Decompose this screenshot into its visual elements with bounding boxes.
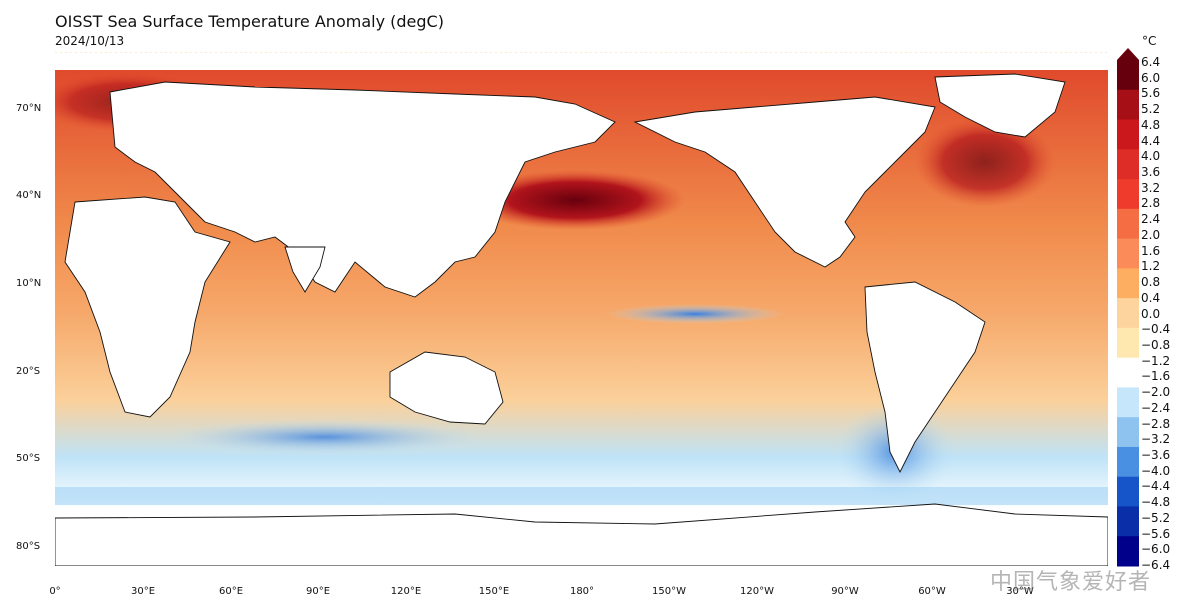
colorbar-tick-label: 2.8: [1141, 196, 1161, 211]
colorbar-tick-label: 3.6: [1141, 165, 1161, 180]
lon-label: 60°W: [918, 586, 946, 597]
colorbar-tick-label: −3.2: [1141, 432, 1171, 447]
colorbar-tick-label: −4.4: [1141, 479, 1171, 494]
lat-label: 50°S: [16, 453, 41, 464]
colorbar-segment: [1117, 357, 1139, 388]
colorbar-tick-label: 6.4: [1141, 55, 1161, 69]
colorbar-unit: °C: [1142, 34, 1157, 48]
colorbar-segment: [1117, 60, 1139, 91]
colorbar-tick-label: −2.4: [1141, 400, 1171, 415]
colorbar-tick-label: −0.8: [1141, 337, 1171, 352]
colorbar-tick-label: 4.0: [1141, 149, 1161, 164]
lon-label: 120°W: [740, 586, 774, 597]
colorbar-tick-label: 5.2: [1141, 102, 1161, 117]
colorbar-segment: [1117, 476, 1139, 507]
colorbar-extend-arrow: [1117, 48, 1139, 60]
landmasses: [55, 73, 1108, 566]
watermark: 中国气象爱好者: [990, 570, 1152, 595]
lon-label: 60°E: [218, 586, 244, 597]
colorbar-tick-label: 0.0: [1141, 306, 1161, 321]
lon-label: 30°W: [1006, 586, 1034, 597]
colorbar-tick-label: 4.8: [1141, 117, 1161, 132]
colorbar-segment: [1117, 89, 1139, 121]
colorbar-segment: [1117, 268, 1139, 299]
colorbar-tick-label: −2.8: [1141, 416, 1171, 431]
lon-label: 180°: [569, 586, 595, 597]
colorbar-tick-label: 6.0: [1141, 70, 1161, 85]
colorbar-tick-label: 1.6: [1141, 243, 1161, 258]
colorbar-tick-label: 2.4: [1141, 212, 1161, 227]
colorbar-tick-label: −5.6: [1141, 526, 1171, 541]
colorbar-segment: [1117, 417, 1139, 448]
lon-label: 150°E: [478, 586, 510, 597]
lat-label: 10°N: [16, 278, 42, 289]
colorbar-segment: [1117, 387, 1139, 418]
colorbar-tick-label: 3.2: [1141, 180, 1161, 195]
colorbar-tick-label: −1.2: [1141, 353, 1171, 368]
colorbar-segment: [1117, 119, 1139, 150]
lon-label: 30°E: [130, 586, 156, 597]
colorbar-tick-label: −4.0: [1141, 463, 1171, 478]
colorbar-segment: [1117, 238, 1139, 269]
map-title: OISST Sea Surface Temperature Anomaly (d…: [55, 12, 444, 31]
colorbar-segment: [1117, 446, 1139, 478]
colorbar-tick-label: −4.8: [1141, 495, 1171, 510]
lat-label: 40°N: [16, 190, 42, 201]
colorbar-segment: [1117, 298, 1139, 329]
lat-label: 80°S: [16, 541, 41, 552]
lon-label: 90°E: [305, 586, 331, 597]
sst-anomaly-map: [55, 52, 1108, 566]
colorbar-tick-label: −6.0: [1141, 542, 1171, 557]
colorbar-segment: [1117, 506, 1139, 537]
colorbar-tick-label: 2.0: [1141, 227, 1161, 242]
map-date: 2024/10/13: [55, 34, 125, 48]
colorbar: [1117, 48, 1139, 567]
colorbar-tick-label: −0.4: [1141, 322, 1171, 337]
lat-label: 20°S: [16, 366, 41, 377]
colorbar-tick-label: −1.6: [1141, 369, 1171, 384]
colorbar-segment: [1117, 327, 1139, 359]
colorbar-segment: [1117, 536, 1139, 567]
colorbar-tick-label: 5.6: [1141, 86, 1161, 101]
lon-label: 150°W: [652, 586, 686, 597]
colorbar-segment: [1117, 149, 1139, 180]
colorbar-tick-label: −5.2: [1141, 510, 1171, 525]
colorbar-tick-label: −2.0: [1141, 385, 1171, 400]
colorbar-segment: [1117, 179, 1139, 210]
lon-label: 90°W: [831, 586, 859, 597]
lat-label: 70°N: [16, 103, 42, 114]
colorbar-tick-label: 0.4: [1141, 290, 1161, 305]
colorbar-tick-label: −3.6: [1141, 447, 1171, 462]
colorbar-tick-label: −6.4: [1141, 558, 1171, 572]
lon-label: 0°: [49, 586, 61, 597]
colorbar-tick-label: 1.2: [1141, 259, 1161, 274]
colorbar-tick-label: 4.4: [1141, 133, 1161, 148]
colorbar-tick-label: 0.8: [1141, 275, 1161, 290]
colorbar-segment: [1117, 208, 1139, 240]
lon-label: 120°E: [390, 586, 422, 597]
